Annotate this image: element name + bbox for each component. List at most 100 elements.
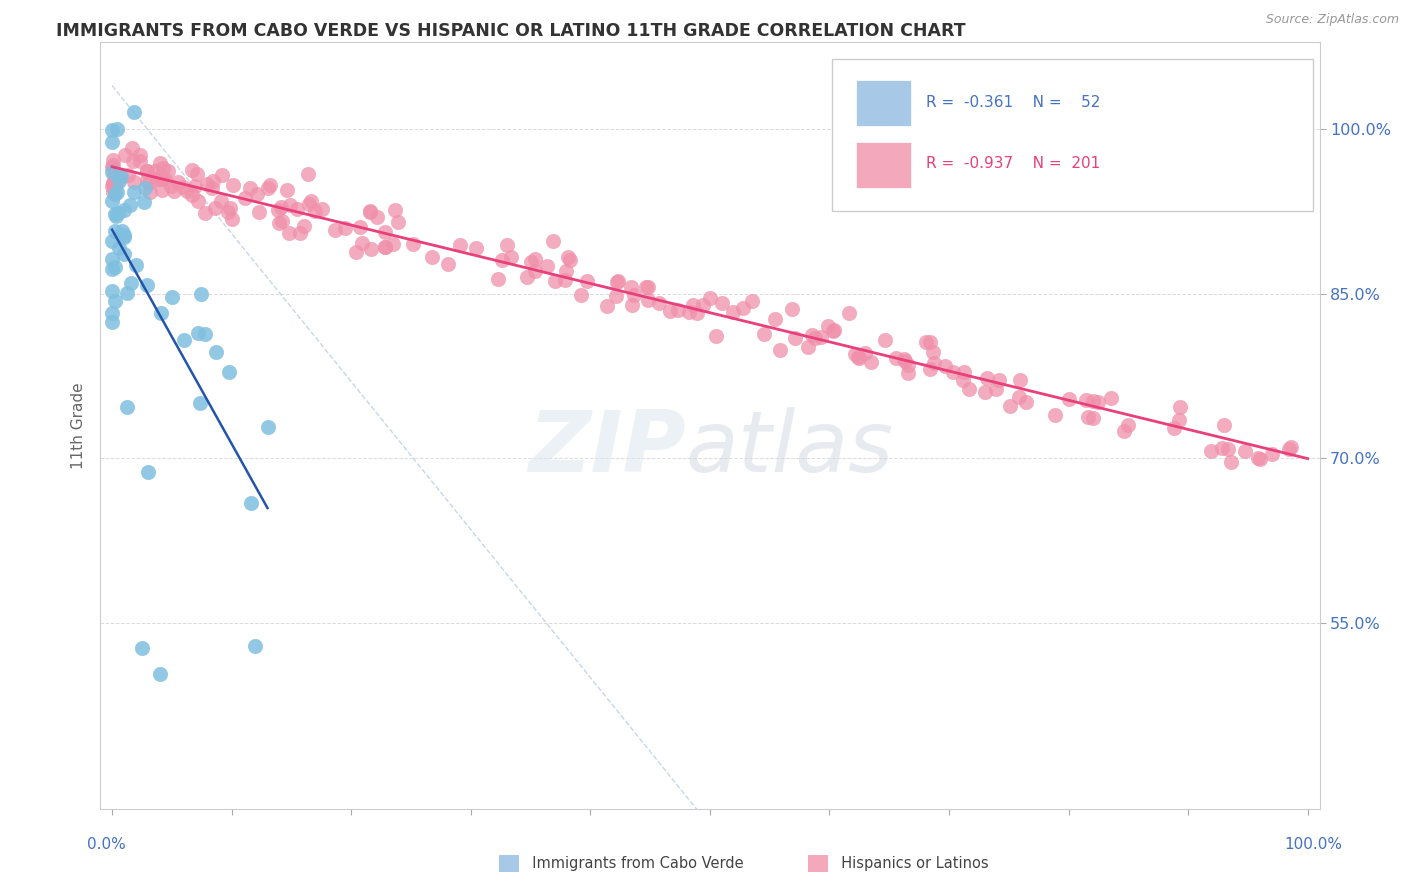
Point (860, 355, 883, 369)
Point (276, 183, 298, 197)
Point (1163, 420, 1185, 434)
Point (952, 373, 974, 387)
Point (723, 305, 745, 319)
Y-axis label: 11th Grade: 11th Grade (72, 382, 86, 468)
Point (115, 400, 138, 414)
Point (195, 177, 218, 191)
Point (557, 250, 579, 264)
Point (101, 178, 124, 193)
Point (239, 181, 262, 195)
Point (402, 236, 425, 251)
Point (112, 247, 135, 261)
Point (112, 228, 135, 243)
Point (101, 161, 124, 175)
Point (101, 315, 124, 329)
Point (519, 254, 541, 268)
Point (1015, 395, 1038, 409)
Text: Hispanics or Latinos: Hispanics or Latinos (832, 856, 988, 871)
Point (692, 298, 714, 312)
Point (299, 194, 322, 209)
Point (953, 365, 976, 379)
Point (934, 359, 956, 373)
Point (209, 194, 232, 208)
Point (112, 202, 135, 217)
Point (101, 165, 124, 179)
Point (101, 135, 124, 149)
FancyBboxPatch shape (832, 59, 1313, 211)
Point (105, 122, 128, 136)
Point (486, 272, 509, 286)
Point (387, 215, 409, 229)
Point (1081, 411, 1104, 425)
Point (143, 164, 166, 178)
Point (838, 306, 860, 320)
Point (101, 252, 124, 266)
Point (1213, 418, 1236, 433)
Point (101, 234, 124, 248)
Point (285, 202, 308, 216)
Point (150, 171, 173, 186)
Point (801, 328, 824, 343)
Point (1279, 440, 1302, 454)
Point (810, 329, 832, 343)
Point (524, 264, 547, 278)
Point (823, 323, 845, 337)
Point (173, 333, 195, 347)
Point (107, 241, 129, 255)
Text: Immigrants from Cabo Verde: Immigrants from Cabo Verde (523, 856, 744, 871)
Point (246, 187, 269, 202)
Point (374, 239, 396, 253)
Point (637, 280, 659, 294)
Point (449, 237, 471, 252)
Point (783, 331, 806, 345)
Point (686, 306, 709, 320)
Point (107, 206, 129, 220)
Point (596, 299, 619, 313)
Text: 0.0%: 0.0% (87, 838, 127, 852)
Point (844, 347, 866, 361)
Point (536, 260, 558, 274)
Point (875, 333, 897, 347)
Point (267, 202, 290, 217)
Point (149, 667, 172, 681)
Text: 100.0%: 100.0% (1285, 838, 1343, 852)
Point (243, 639, 266, 653)
Point (270, 213, 292, 227)
Point (135, 173, 157, 187)
Point (987, 372, 1010, 386)
Point (524, 252, 547, 266)
Point (544, 274, 567, 288)
Point (101, 185, 124, 199)
Point (323, 223, 346, 237)
Point (569, 288, 592, 302)
Point (181, 188, 204, 202)
Point (575, 274, 598, 288)
Point (1261, 447, 1284, 461)
Point (1199, 444, 1222, 458)
Point (222, 178, 245, 193)
Point (104, 187, 127, 202)
Point (118, 198, 141, 212)
Point (136, 164, 159, 178)
Point (349, 219, 371, 234)
Point (270, 200, 292, 214)
Point (149, 169, 172, 184)
Bar (856, 80, 911, 126)
Point (682, 297, 704, 311)
Point (711, 296, 734, 310)
Point (366, 210, 388, 224)
Point (233, 191, 256, 205)
Point (256, 419, 278, 434)
Point (893, 354, 915, 368)
Point (918, 362, 941, 376)
Point (897, 359, 920, 373)
Point (292, 219, 315, 233)
Point (157, 164, 180, 178)
Point (240, 496, 263, 510)
Point (1083, 393, 1105, 408)
Point (804, 331, 827, 345)
Point (103, 181, 125, 195)
Point (920, 335, 942, 350)
Point (205, 345, 228, 359)
Point (648, 296, 671, 310)
